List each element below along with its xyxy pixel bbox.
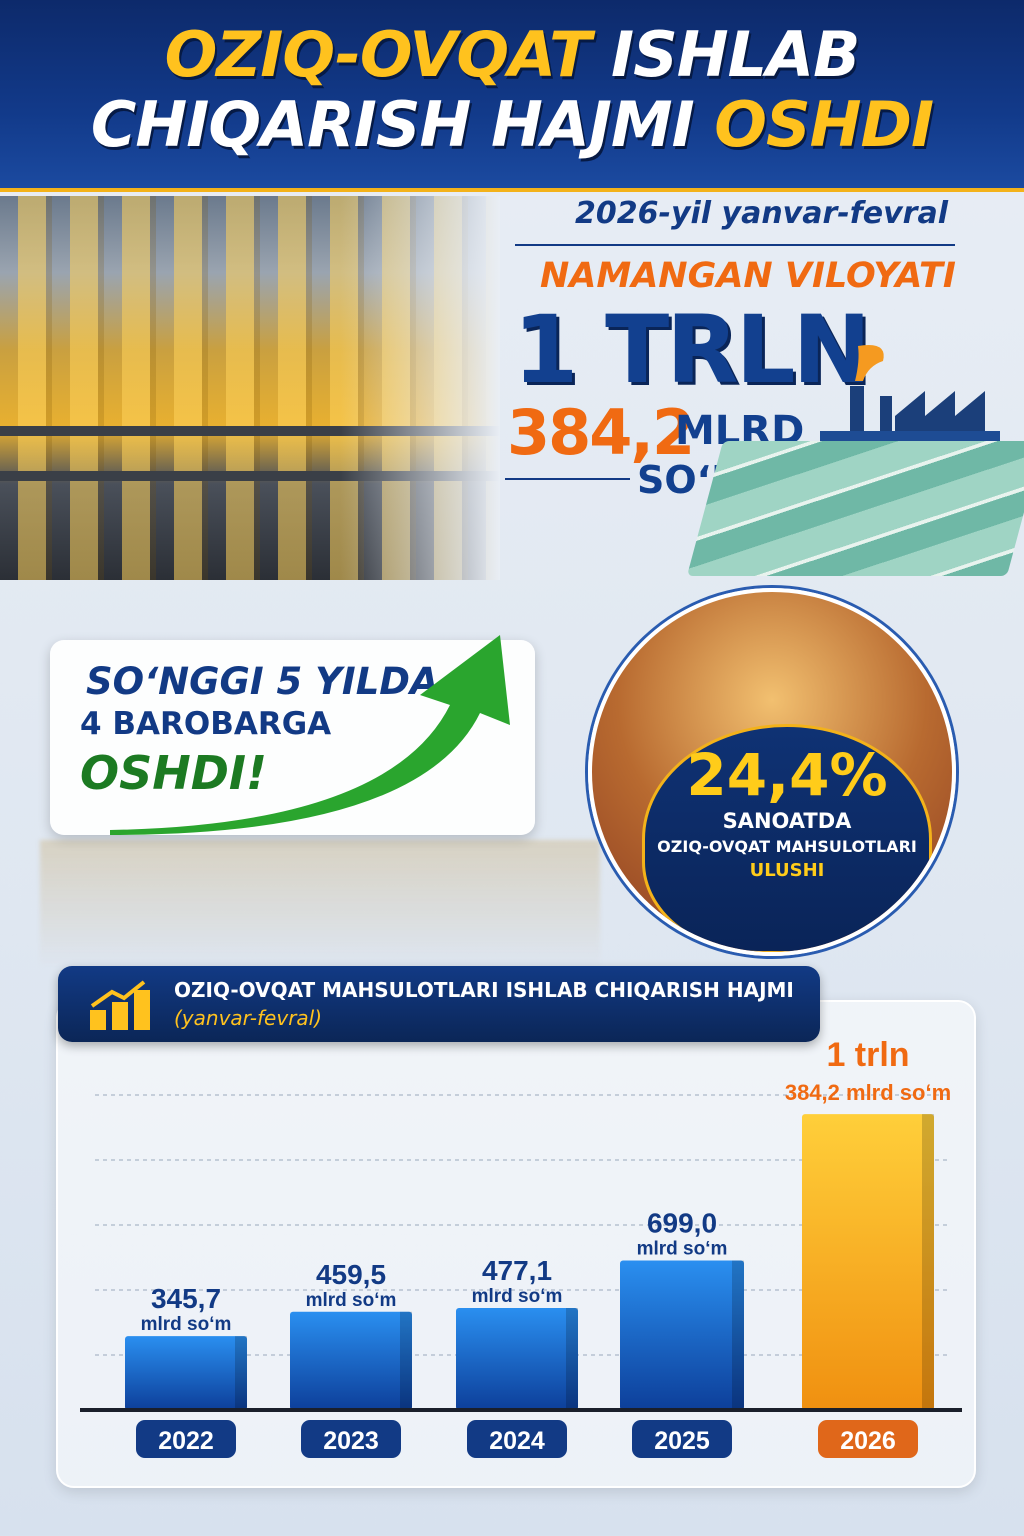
chart-subtitle: (yanvar-fevral) [174,1006,323,1030]
title-line-1: OZIQ-OVQAT ISHLAB [0,20,1024,90]
share-label-1: SANOATDA [722,809,852,833]
title-part: ISHLAB [611,18,860,91]
period-label: 2026-yil yanvar-fevral [575,196,948,231]
factory-background [40,840,600,965]
divider [515,244,955,246]
title-line-2: CHIQARISH HAJMI OSHDI [0,90,1024,160]
share-panel: 24,4% SANOATDA OZIQ-OVQAT MAHSULOTLARI U… [642,724,932,952]
growth-line-2: 4 BAROBARGA [80,706,332,742]
title-part: CHIQARISH HAJMI [90,88,695,161]
title-part: OSHDI [714,88,934,161]
region-label: NAMANGAN VILOYATI [540,256,956,296]
amount-billion: 384,2 [507,396,695,469]
food-share-circle: 24,4% SANOATDA OZIQ-OVQAT MAHSULOTLARI U… [588,588,956,956]
title-part: OZIQ-OVQAT [164,18,592,91]
chart-title-bar: OZIQ-OVQAT MAHSULOTLARI ISHLAB CHIQARISH… [58,966,820,1042]
chart-card [56,1000,976,1488]
bar-chart-icon [90,980,150,1030]
growth-arrow-icon [110,635,510,835]
header: OZIQ-OVQAT ISHLAB CHIQARISH HAJMI OSHDI [0,0,1024,192]
divider [505,478,630,480]
amount-trillion: 1 TRLN [513,296,871,405]
banknotes-image [686,441,1024,576]
share-label-3: ULUSHI [749,860,825,881]
conveyor-rail [0,471,500,481]
share-label-2: OZIQ-OVQAT MAHSULOTLARI [657,837,917,856]
summary-panel: 2026-yil yanvar-fevral NAMANGAN VILOYATI… [505,196,1024,580]
growth-card: SO‘NGGI 5 YILDA 4 BAROBARGA OSHDI! [50,635,535,835]
growth-line-3: OSHDI! [80,746,268,800]
growth-line-1: SO‘NGGI 5 YILDA [86,660,439,703]
share-percent: 24,4% [686,741,888,809]
conveyor-rail [0,426,500,436]
bottling-line-photo [0,196,500,580]
chart-title: OZIQ-OVQAT MAHSULOTLARI ISHLAB CHIQARISH… [174,978,794,1002]
